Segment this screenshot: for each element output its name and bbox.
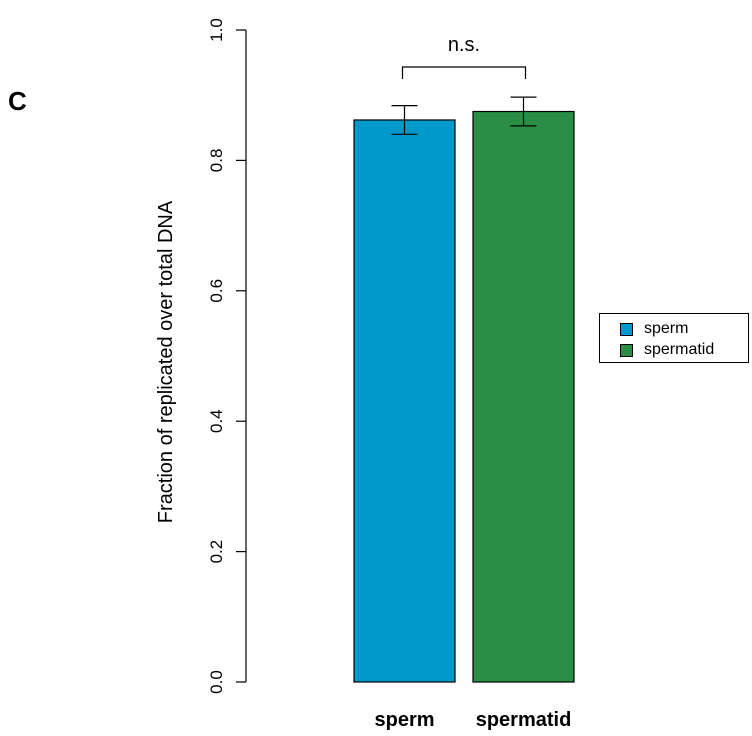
error-bars-group	[391, 96, 537, 135]
y-axis-label: Fraction of replicated over total DNA	[155, 200, 177, 523]
significance-label: n.s.	[448, 34, 480, 56]
y-tick-label-2: 0.4	[207, 409, 226, 433]
y-axis: 0.0 0.2 0.4 0.6 0.8 1.0	[207, 18, 247, 694]
x-tick-label-sperm: sperm	[374, 709, 434, 731]
y-tick-label-3: 0.6	[207, 279, 226, 303]
legend-swatch-sperm	[620, 322, 633, 336]
x-tick-labels: sperm spermatid	[374, 709, 571, 731]
legend-swatch-spermatid	[620, 343, 633, 357]
legend-label-sperm: sperm	[644, 320, 689, 337]
bar-spermatid	[472, 110, 575, 683]
panel-label: C	[8, 86, 27, 116]
y-tick-label-5: 1.0	[207, 18, 226, 42]
significance-bracket-line	[401, 66, 527, 79]
legend-item-spermatid: spermatid	[620, 340, 714, 360]
legend-item-sperm: sperm	[620, 319, 688, 339]
y-tick-label-4: 0.8	[207, 149, 226, 173]
significance-bracket: n.s.	[401, 34, 527, 79]
legend-label-spermatid: spermatid	[644, 341, 715, 358]
legend: sperm spermatid	[599, 313, 749, 363]
bar-sperm	[353, 119, 456, 683]
bars-group	[353, 110, 575, 683]
y-tick-label-0: 0.0	[207, 670, 226, 694]
y-tick-label-1: 0.2	[207, 540, 226, 564]
x-tick-label-spermatid: spermatid	[476, 709, 572, 731]
